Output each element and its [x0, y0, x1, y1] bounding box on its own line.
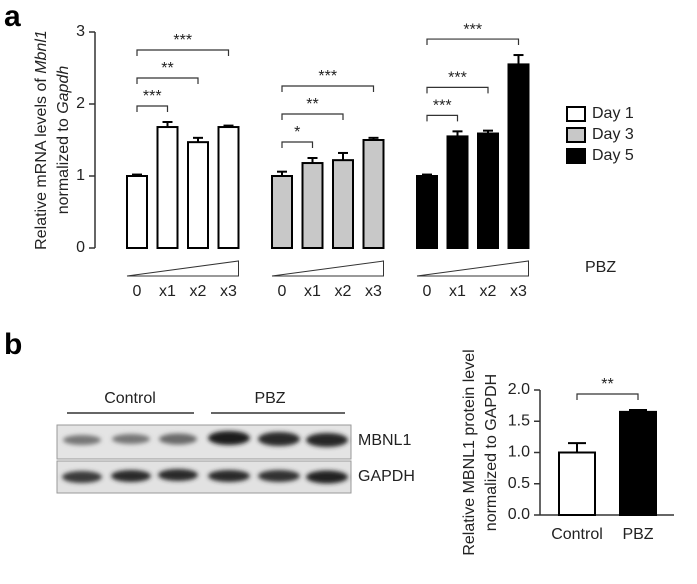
western-blot: Control PBZ MBNL1 GAPDH — [56, 390, 415, 494]
legend-label: Day 3 — [592, 126, 634, 143]
significance-bracket — [426, 114, 459, 122]
significance-bracket — [281, 141, 314, 148]
bar — [126, 175, 148, 249]
x-tick-label: x3 — [220, 283, 237, 300]
significance-bracket — [576, 393, 639, 400]
x-tick-label: x2 — [190, 283, 207, 300]
bar — [271, 175, 293, 249]
legend-label: Day 5 — [592, 147, 634, 164]
significance-label: ** — [601, 376, 613, 393]
dose-wedge — [271, 260, 384, 277]
y-axis-label: normalized to Gapdh — [55, 66, 72, 215]
blot-row-label: GAPDH — [358, 468, 415, 485]
y-axis-label-part: Gapdh — [55, 66, 72, 114]
significance-label: *** — [143, 88, 162, 105]
blot-strip — [56, 424, 352, 460]
y-tick-label: 2.0 — [508, 381, 530, 398]
bar — [362, 139, 385, 249]
x-tick-label: x1 — [449, 283, 466, 300]
significance-label: *** — [173, 32, 192, 49]
y-tick-label: 3 — [76, 23, 85, 40]
x-tick-label: x1 — [159, 283, 176, 300]
significance-label: *** — [318, 68, 337, 85]
bar — [301, 162, 324, 249]
bar — [187, 141, 209, 249]
significance-label: * — [294, 124, 300, 141]
x-tick-label: x2 — [335, 283, 352, 300]
significance-label: ** — [161, 60, 173, 77]
significance-bracket — [426, 86, 489, 94]
y-axis-label-part: normalized to — [55, 114, 72, 215]
bar — [416, 175, 438, 249]
blot-row-label: MBNL1 — [358, 432, 411, 449]
blot-group-label: PBZ — [254, 390, 285, 407]
significance-label: *** — [448, 70, 467, 87]
x-tick-label: 0 — [423, 283, 432, 300]
bar — [558, 451, 596, 516]
y-axis-label: normalized to GAPDH — [483, 374, 500, 531]
y-axis-label-part: Mbnl1 — [33, 30, 50, 74]
y-tick-label: 0 — [76, 239, 85, 256]
blot-strip — [56, 460, 352, 494]
y-tick-label: 2 — [76, 95, 85, 112]
significance-bracket — [426, 38, 520, 46]
y-axis-label-part: Relative mRNA levels of — [33, 74, 50, 250]
y-axis-label: Relative MBNL1 protein level — [461, 349, 478, 555]
y-axis-label-part: Relative MBNL1 protein level — [461, 349, 478, 555]
x-tick-label: x3 — [365, 283, 382, 300]
significance-bracket — [136, 49, 230, 56]
significance-bracket — [281, 113, 344, 120]
x-tick-label: 0 — [278, 283, 287, 300]
bar — [332, 159, 354, 249]
y-tick-label: 1.0 — [508, 444, 530, 461]
y-tick-label: 0.5 — [508, 475, 530, 492]
x-tick-label: x1 — [304, 283, 321, 300]
legend-swatch — [566, 106, 586, 122]
x-tick-label: x3 — [510, 283, 527, 300]
panel-label: a — [4, 0, 21, 33]
legend-swatch — [566, 148, 586, 164]
bar — [446, 135, 469, 249]
significance-bracket — [281, 85, 375, 92]
x-tick-label: Control — [551, 526, 603, 543]
panel-label: b — [4, 328, 22, 361]
significance-bracket — [136, 77, 199, 84]
bar — [507, 63, 530, 250]
significance-label: ** — [306, 96, 318, 113]
x-tick-label: x2 — [480, 283, 497, 300]
y-axis-label: Relative mRNA levels of Mbnl1 — [33, 30, 50, 250]
dose-wedge — [126, 260, 239, 277]
legend-label: Day 1 — [592, 105, 634, 122]
legend-swatch — [566, 127, 586, 143]
x-tick-label: 0 — [133, 283, 142, 300]
significance-bracket — [136, 105, 169, 112]
bar — [477, 132, 499, 250]
bar — [619, 410, 657, 516]
y-tick-label: 0.0 — [508, 506, 530, 523]
x-axis-label: PBZ — [585, 259, 616, 276]
blot-group-label: Control — [104, 390, 156, 407]
significance-label: *** — [463, 21, 482, 38]
dose-wedge — [416, 260, 529, 277]
y-tick-label: 1 — [76, 167, 85, 184]
blot-bands — [62, 431, 348, 484]
bar — [217, 126, 240, 249]
y-tick-label: 1.5 — [508, 412, 530, 429]
y-axis-label-part: normalized to GAPDH — [483, 374, 500, 531]
x-tick-label: PBZ — [622, 526, 653, 543]
significance-label: *** — [433, 98, 452, 115]
bar — [156, 126, 179, 249]
